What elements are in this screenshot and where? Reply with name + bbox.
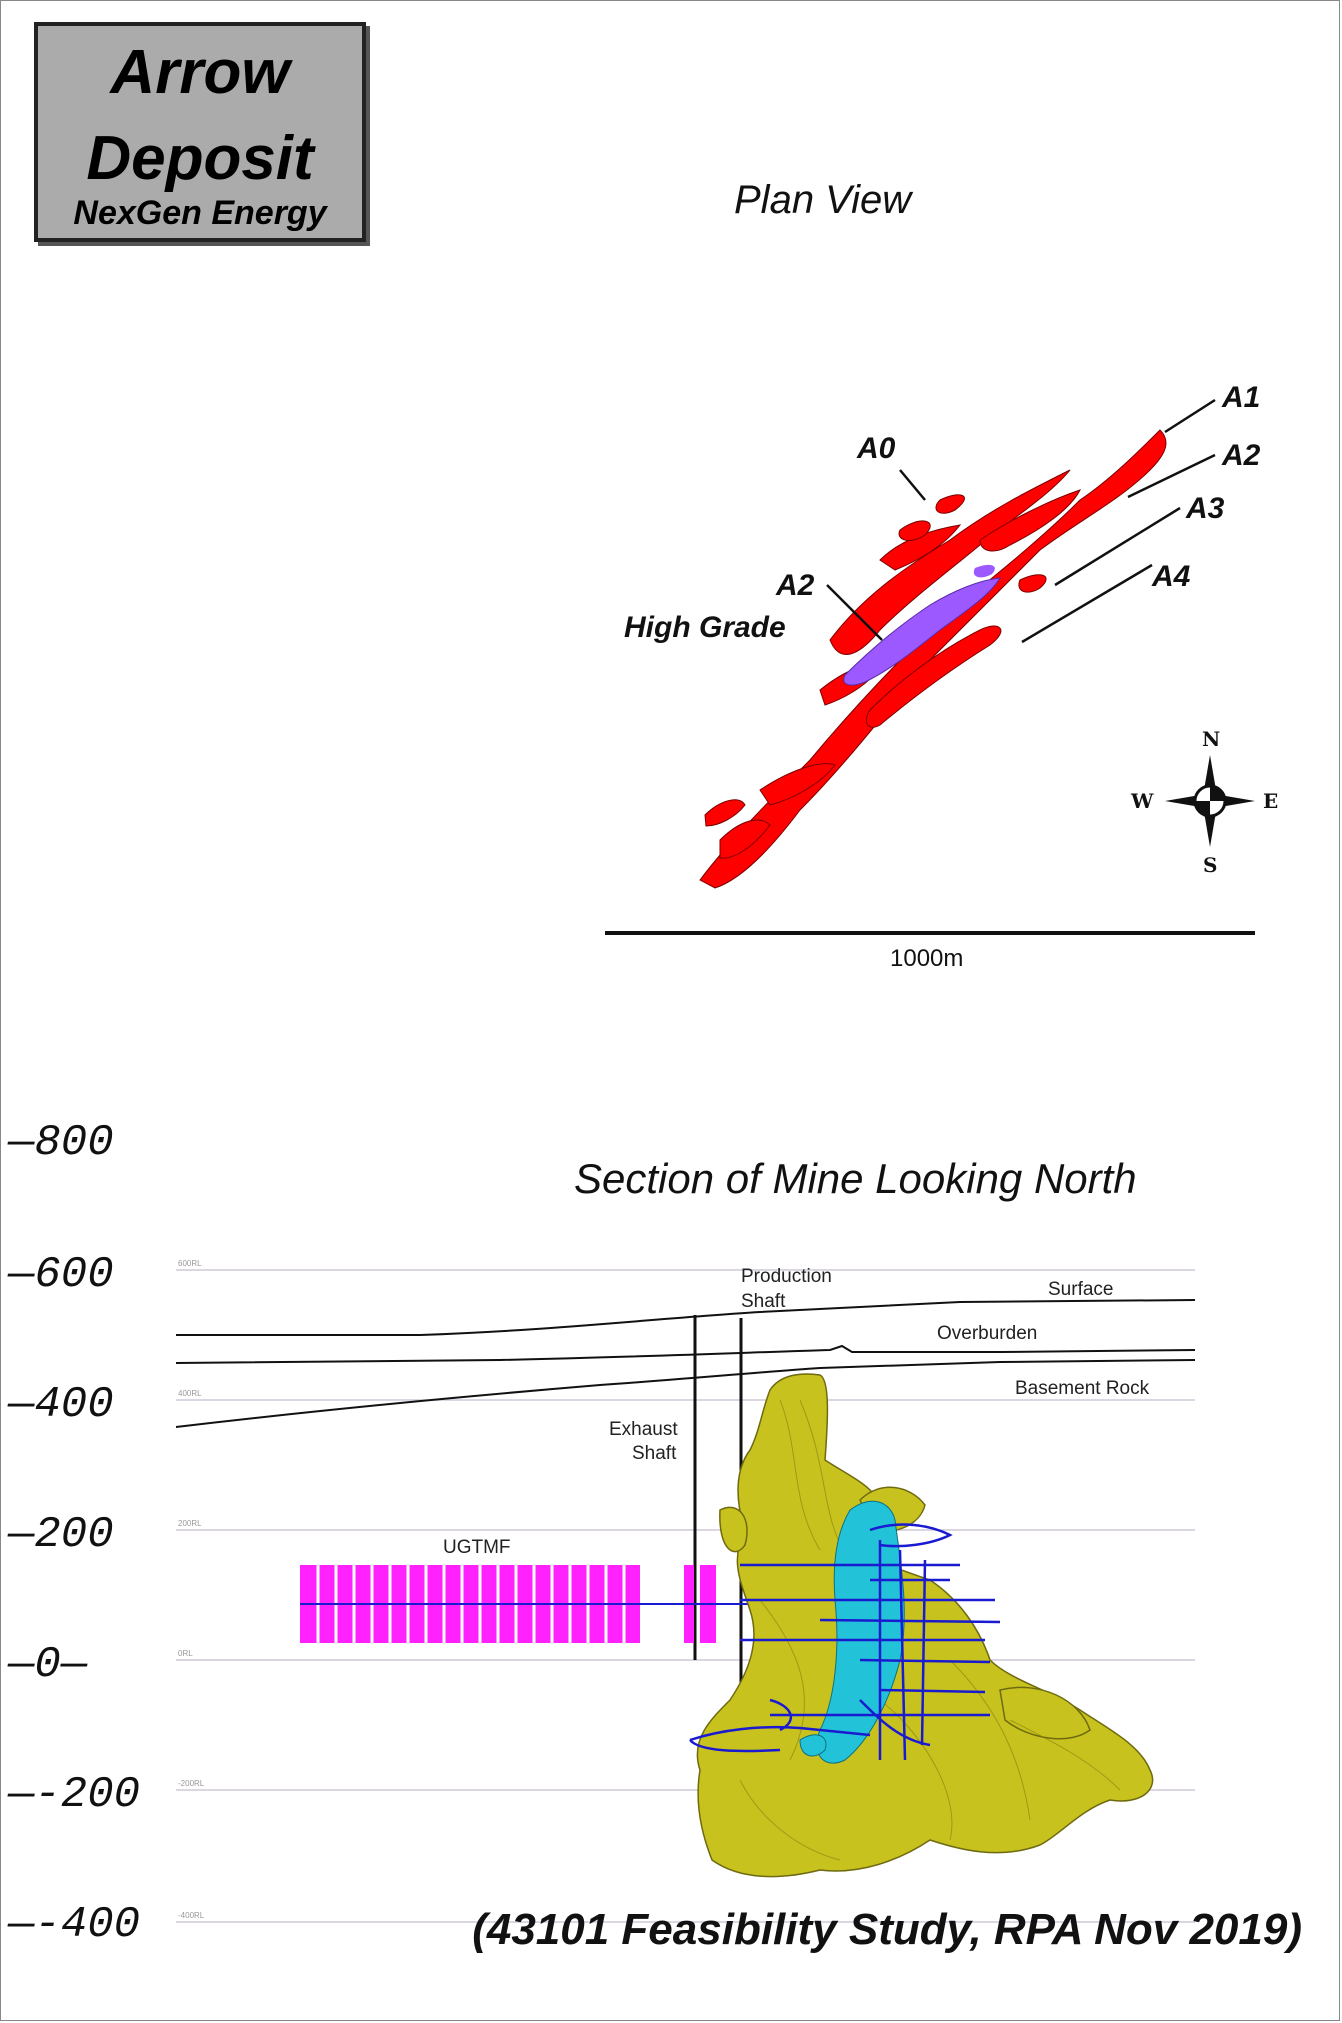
rl-label-minus200: -200RL — [178, 1779, 205, 1788]
rl-label-0: 0RL — [178, 1649, 193, 1658]
source-caption: (43101 Feasibility Study, RPA Nov 2019) — [472, 1905, 1302, 1954]
basement-line — [175, 1359, 1196, 1428]
compass-w: W — [1130, 789, 1154, 813]
ugtmf-label: UGTMF — [443, 1537, 511, 1558]
production-shaft-label-1: Production — [741, 1266, 832, 1287]
compass-needle-south — [1204, 812, 1216, 847]
zone-label-a2: A2 — [1221, 439, 1261, 472]
section-view-title: Section of Mine Looking North — [574, 1155, 1137, 1202]
high-grade-label-zone: A2 — [775, 569, 815, 602]
compass-s: S — [1203, 853, 1217, 877]
zone-label-a1: A1 — [1221, 381, 1260, 414]
elevation-tick-minus200: —-200 — [8, 1770, 141, 1820]
geology-lines — [175, 1299, 1196, 1428]
section-view: 600RL 400RL 200RL 0RL -200RL -400RL Surf… — [175, 1259, 1196, 1923]
high-grade-zone-2 — [973, 564, 995, 578]
exhaust-shaft-label-2: Shaft — [632, 1443, 677, 1464]
title-line-1: Arrow — [110, 38, 290, 107]
surface-line — [176, 1299, 1196, 1336]
elevation-tick-600: —600 — [8, 1250, 114, 1300]
zone-label-a3: A3 — [1185, 492, 1225, 525]
zone-label-a4: A4 — [1151, 560, 1191, 593]
elevation-tick-200: —200 — [8, 1510, 114, 1560]
high-grade-zone — [843, 577, 1001, 686]
high-grade-label-text: High Grade — [624, 611, 786, 644]
ugtmf-facility — [300, 1565, 760, 1643]
elevation-tick-400: —400 — [8, 1380, 114, 1430]
plan-view-title: Plan View — [734, 178, 912, 222]
rl-label-400: 400RL — [178, 1389, 202, 1398]
production-shaft-label-2: Shaft — [741, 1291, 786, 1312]
compass-needle-north — [1204, 755, 1216, 790]
mine-development — [689, 1523, 1001, 1761]
title-line-2: Deposit — [86, 124, 314, 193]
plan-view-map: A1 A2 A3 A4 A0 A2 High Grade N S W E 100… — [605, 381, 1278, 972]
basement-rock-label: Basement Rock — [1015, 1378, 1150, 1399]
rl-label-200: 200RL — [178, 1519, 202, 1528]
rl-label-600: 600RL — [178, 1259, 202, 1268]
elevation-tick-800: —800 — [8, 1118, 114, 1168]
title-box: Arrow Deposit NexGen Energy — [34, 22, 366, 242]
elevation-tick-minus400: —-400 — [8, 1900, 141, 1950]
surface-label: Surface — [1048, 1279, 1113, 1300]
exhaust-shaft-label-1: Exhaust — [609, 1419, 678, 1440]
rl-grid — [176, 1269, 1195, 1923]
overburden-line — [175, 1344, 1196, 1364]
scale-label: 1000m — [890, 945, 963, 972]
mineralization-zones — [699, 429, 1167, 889]
title-company: NexGen Energy — [73, 194, 327, 232]
elevation-tick-0: —0— — [8, 1640, 88, 1690]
compass-rose: N S W E — [1130, 727, 1278, 877]
zone-label-a0: A0 — [856, 432, 896, 465]
zone-leader-lines — [826, 398, 1216, 644]
section-high-grade — [799, 1500, 905, 1764]
compass-needle-west — [1165, 795, 1200, 807]
compass-needle-east — [1220, 795, 1255, 807]
overburden-label: Overburden — [937, 1323, 1037, 1344]
compass-e: E — [1263, 789, 1278, 813]
rl-label-minus400: -400RL — [178, 1911, 205, 1920]
compass-n: N — [1202, 727, 1220, 751]
